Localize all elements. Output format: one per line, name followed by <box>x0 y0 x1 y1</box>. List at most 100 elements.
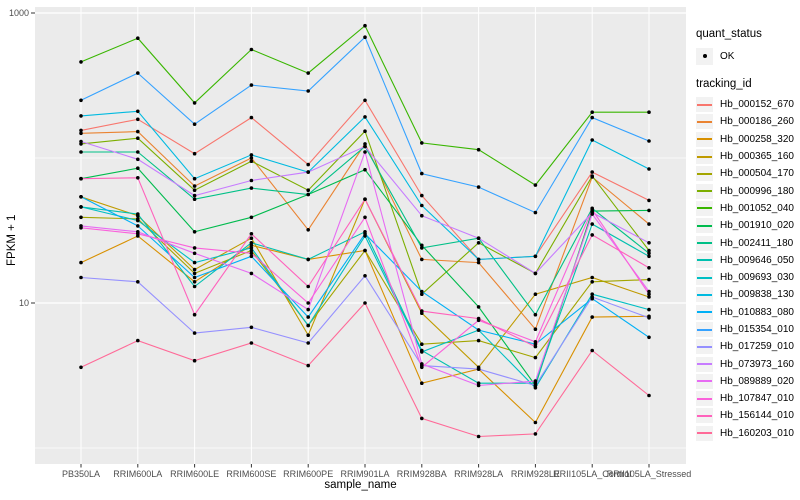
series-label: Hb_009838_130 <box>720 289 794 301</box>
data-point <box>249 243 254 248</box>
series-color-key-icon <box>696 287 713 303</box>
data-point <box>79 131 83 136</box>
legend-item: Hb_000365_160 <box>696 148 794 165</box>
data-point <box>136 157 140 162</box>
color-line-icon <box>697 432 712 435</box>
legend-item: Hb_000186_260 <box>696 113 794 130</box>
data-point <box>533 432 538 436</box>
data-point <box>476 260 481 265</box>
x-tick-label: RRIM928BA <box>397 469 447 479</box>
data-point <box>420 213 424 218</box>
data-point <box>192 101 197 105</box>
legend-item: Hb_156144_010 <box>696 407 794 424</box>
data-point <box>136 232 140 236</box>
y-tick-label: 10 <box>19 298 29 308</box>
data-point <box>136 224 140 228</box>
data-point <box>363 197 367 201</box>
data-point <box>79 150 83 154</box>
data-point <box>647 307 651 312</box>
data-point <box>476 185 481 189</box>
series-color-key-icon <box>696 114 713 130</box>
legend-item: Hb_001052_040 <box>696 200 794 217</box>
data-point <box>363 232 367 236</box>
data-point <box>647 251 651 256</box>
legend-item: Hb_000996_180 <box>696 182 794 199</box>
data-point <box>136 71 140 75</box>
data-point <box>420 365 424 370</box>
data-point <box>590 292 594 297</box>
x-tick-label: PB350LA <box>62 469 100 479</box>
data-point <box>420 362 424 366</box>
data-point <box>136 136 140 140</box>
data-point <box>590 315 594 319</box>
data-point <box>192 260 197 265</box>
series-label: Hb_009693_030 <box>720 272 794 284</box>
data-point <box>249 115 254 120</box>
data-point <box>420 342 424 347</box>
data-point <box>192 246 197 250</box>
data-point <box>249 153 254 157</box>
data-point <box>136 150 140 154</box>
data-point <box>249 186 254 190</box>
data-point <box>306 333 311 338</box>
data-point <box>249 215 254 220</box>
data-point <box>590 138 594 142</box>
color-line-icon <box>697 207 712 210</box>
data-point <box>647 254 651 259</box>
data-point <box>192 197 197 201</box>
data-point <box>249 241 254 245</box>
data-point <box>249 236 254 240</box>
data-point <box>590 212 594 216</box>
quant-status-value: OK <box>720 50 735 62</box>
series-color-key-icon <box>696 131 713 147</box>
data-point <box>420 292 424 297</box>
legend-item: Hb_073973_160 <box>696 355 794 372</box>
data-point <box>476 316 481 321</box>
data-point <box>192 312 197 317</box>
data-point <box>79 60 83 64</box>
data-point <box>192 193 197 198</box>
data-point <box>306 284 311 289</box>
data-point <box>136 117 140 122</box>
data-point <box>136 129 140 134</box>
color-line-icon <box>697 224 712 227</box>
series-label: Hb_073973_160 <box>720 358 794 370</box>
data-point <box>249 83 254 87</box>
color-line-icon <box>697 397 712 400</box>
data-point <box>647 139 651 143</box>
x-tick-label: RRIM901LA <box>340 469 389 479</box>
x-tick-label: RRII105LA_Stressed <box>607 469 692 479</box>
data-point <box>79 215 83 220</box>
data-point <box>79 139 83 144</box>
legend-item: Hb_160203_010 <box>696 425 794 442</box>
data-point <box>249 254 254 259</box>
data-point <box>647 393 651 398</box>
color-line-icon <box>697 311 712 314</box>
series-label: Hb_156144_010 <box>720 410 794 422</box>
data-point <box>79 98 83 103</box>
data-point <box>420 350 424 354</box>
data-point <box>363 35 367 39</box>
data-point <box>420 257 424 262</box>
x-tick-label: RRIM600LE <box>170 469 219 479</box>
series-color-key-icon <box>696 304 713 320</box>
data-point <box>647 277 651 282</box>
data-point <box>590 115 594 120</box>
data-point <box>420 203 424 208</box>
data-point <box>476 367 481 371</box>
series-color-key-icon <box>696 97 713 113</box>
data-point <box>533 379 538 383</box>
color-line-icon <box>697 276 712 279</box>
data-point <box>306 301 311 305</box>
data-point <box>647 222 651 226</box>
data-point <box>79 205 83 209</box>
data-point <box>192 188 197 192</box>
data-point <box>363 23 367 28</box>
data-point <box>136 166 140 170</box>
data-point <box>306 162 311 167</box>
x-tick-label: RRIM600SE <box>226 469 276 479</box>
data-point <box>136 280 140 284</box>
data-point <box>136 212 140 216</box>
data-point <box>647 335 651 340</box>
